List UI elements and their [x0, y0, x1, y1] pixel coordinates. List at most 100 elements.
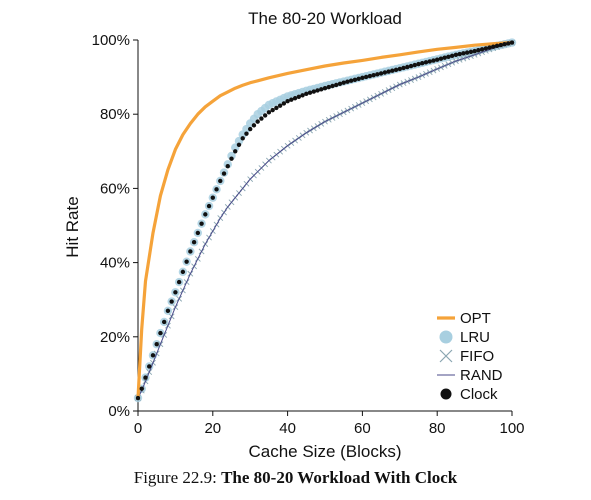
- legend: OPT LRU FIFO RAND Clock: [437, 310, 503, 403]
- clock-point: [255, 119, 260, 124]
- clock-point: [468, 49, 474, 55]
- clock-point: [390, 68, 395, 73]
- clock-point: [259, 116, 264, 121]
- series-opt-line: [136, 41, 513, 399]
- clock-point: [427, 59, 432, 64]
- x-tick-label: 80: [429, 420, 446, 437]
- clock-point: [334, 82, 339, 88]
- clock-point: [262, 113, 268, 118]
- x-tick-label: 100: [499, 420, 524, 437]
- clock-point: [502, 42, 507, 47]
- clock-point: [509, 40, 515, 45]
- clock-point: [195, 230, 201, 236]
- clock-point: [139, 386, 144, 391]
- legend-swatch: [440, 388, 452, 400]
- x-tick-label: 0: [134, 420, 142, 437]
- series-lru: [133, 38, 517, 403]
- caption-title: The 80-20 Workload With Clock: [221, 468, 458, 487]
- clock-point: [378, 71, 384, 76]
- clock-point: [461, 51, 466, 56]
- legend-item-fifo: FIFO: [439, 348, 494, 365]
- lru-point: [227, 151, 236, 161]
- series-rand-line: [137, 42, 513, 399]
- clock-point: [438, 56, 444, 61]
- clock-point: [251, 123, 257, 128]
- y-tick-label: 60%: [100, 180, 130, 197]
- clock-point: [322, 86, 328, 91]
- clock-point: [375, 72, 380, 77]
- clock-point: [165, 308, 171, 314]
- clock-point: [393, 67, 399, 73]
- clock-point: [326, 84, 331, 90]
- clock-point: [210, 195, 215, 200]
- clock-point: [289, 97, 294, 102]
- clock-point: [449, 53, 455, 59]
- clock-point: [412, 62, 417, 68]
- clock-point: [479, 47, 485, 52]
- clock-point: [483, 46, 489, 51]
- clock-point: [304, 91, 309, 96]
- clock-point: [233, 149, 238, 154]
- clock-point: [315, 88, 320, 93]
- clock-point: [218, 178, 223, 184]
- clock-point: [423, 60, 429, 65]
- y-axis-label: Hit Rate: [63, 196, 82, 257]
- clock-point: [292, 96, 298, 101]
- series-fifo: [135, 39, 515, 401]
- y-tick-label: 100%: [92, 32, 130, 49]
- legend-label: OPT: [460, 310, 491, 327]
- clock-point: [285, 99, 290, 104]
- clock-point: [176, 279, 182, 285]
- chart-title: The 80-20 Workload: [248, 9, 402, 28]
- clock-point: [341, 80, 346, 85]
- clock-point: [464, 50, 470, 55]
- x-tick-label: 20: [204, 420, 221, 437]
- clock-point: [225, 163, 230, 169]
- x-axis-label: Cache Size (Blocks): [248, 442, 401, 461]
- clock-point: [453, 52, 459, 58]
- clock-point: [408, 63, 414, 69]
- clock-point: [150, 353, 156, 358]
- clock-point: [188, 249, 193, 254]
- clock-point: [401, 65, 406, 71]
- clock-point: [203, 212, 208, 217]
- clock-point: [352, 77, 358, 82]
- clock-point: [319, 87, 324, 92]
- y-tick-label: 40%: [100, 255, 130, 272]
- legend-item-opt: OPT: [437, 310, 491, 327]
- clock-point: [446, 54, 451, 59]
- clock-point: [311, 89, 316, 94]
- clock-point: [229, 156, 234, 161]
- clock-point: [420, 61, 425, 66]
- clock-point: [154, 342, 159, 347]
- figure-caption: Figure 22.9: The 80-20 Workload With Clo…: [0, 468, 591, 488]
- clock-point: [147, 364, 152, 369]
- clock-point: [158, 330, 163, 336]
- clock-point: [367, 73, 373, 79]
- clock-point: [173, 290, 178, 295]
- legend-item-clock: Clock: [440, 386, 498, 403]
- clock-point: [277, 103, 283, 108]
- legend-item-lru: LRU: [439, 329, 490, 346]
- clock-point: [382, 70, 388, 75]
- clock-point: [356, 76, 361, 82]
- clock-point: [494, 43, 500, 49]
- clock-point: [300, 93, 305, 98]
- legend-label: RAND: [460, 367, 503, 384]
- clock-point: [431, 58, 436, 63]
- legend-label: Clock: [460, 386, 498, 403]
- legend-swatch: [439, 349, 453, 363]
- clock-point: [143, 375, 148, 380]
- clock-point: [270, 107, 275, 113]
- legend-swatch: [439, 330, 453, 344]
- clock-point: [405, 64, 410, 70]
- x-tick-label: 60: [354, 420, 371, 437]
- clock-point: [416, 61, 421, 67]
- clock-point: [457, 51, 462, 57]
- clock-point: [240, 136, 245, 141]
- clock-point: [221, 171, 227, 176]
- clock-point: [161, 319, 167, 325]
- clock-point: [236, 142, 242, 148]
- clock-point: [214, 187, 219, 192]
